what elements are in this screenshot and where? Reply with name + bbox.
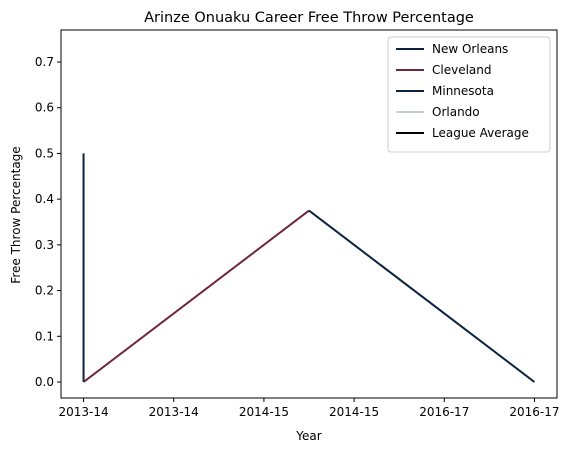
- plot-lines: [82, 153, 536, 383]
- y-axis-ticks: 0.0 0.1 0.2 0.3 0.4 0.5 0.6 0.7: [35, 55, 61, 389]
- y-tick-label: 0.4: [35, 192, 54, 206]
- x-tick-label: 2014-15: [239, 405, 289, 419]
- x-axis-ticks: 2013-14 2013-14 2014-15 2014-15 2016-17 2016-…: [58, 398, 560, 419]
- legend-label: Minnesota: [432, 84, 494, 98]
- y-axis-label: Free Throw Percentage: [9, 146, 23, 283]
- x-axis-label: Year: [295, 429, 321, 443]
- x-tick-label: 2016-17: [509, 405, 559, 419]
- series-line: [308, 209, 536, 383]
- y-tick-label: 0.6: [35, 101, 54, 115]
- legend-label: Orlando: [432, 105, 480, 119]
- chart-title: Arinze Onuaku Career Free Throw Percenta…: [144, 10, 474, 26]
- x-tick-label: 2014-15: [329, 405, 379, 419]
- legend-label: Cleveland: [432, 63, 492, 77]
- y-tick-label: 0.3: [35, 238, 54, 252]
- x-tick-label: 2013-14: [58, 405, 108, 419]
- y-tick-label: 0.7: [35, 55, 54, 69]
- x-tick-label: 2013-14: [149, 405, 199, 419]
- y-tick-label: 0.5: [35, 146, 54, 160]
- y-tick-label: 0.1: [35, 329, 54, 343]
- legend: New Orleans Cleveland Minnesota Orlando Leag…: [387, 36, 551, 153]
- legend-label: New Orleans: [432, 42, 508, 56]
- plot-frame: [60, 29, 558, 399]
- legend-label: League Average: [432, 126, 529, 140]
- x-tick-label: 2016-17: [419, 405, 469, 419]
- series-line: [82, 209, 310, 383]
- y-tick-label: 0.0: [35, 375, 54, 389]
- y-tick-label: 0.2: [35, 284, 54, 298]
- legend-box: [387, 36, 551, 153]
